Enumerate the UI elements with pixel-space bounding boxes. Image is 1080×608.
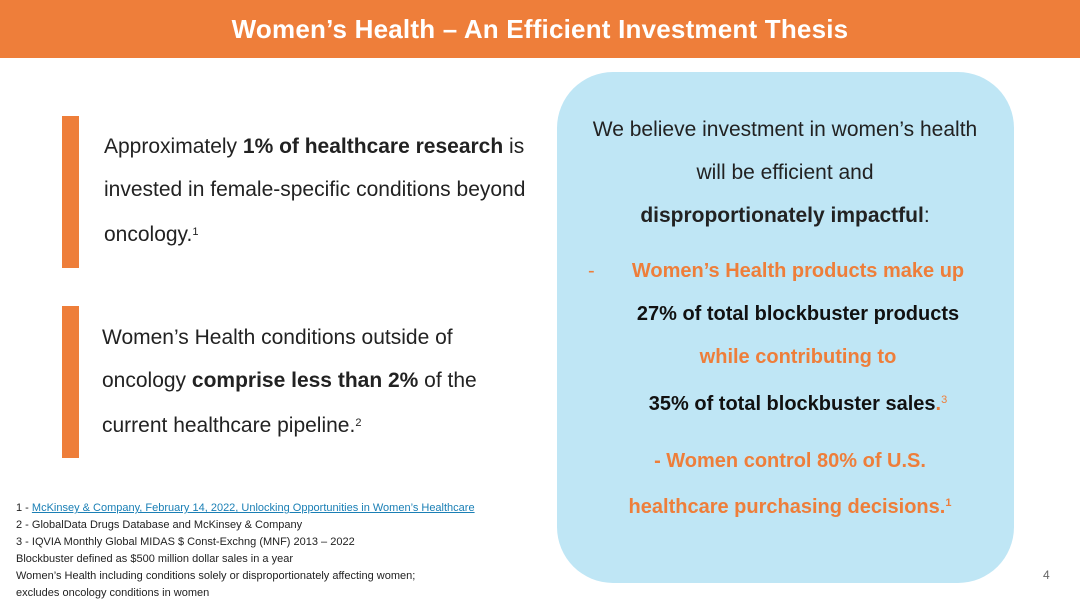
footnote-1-link[interactable]: McKinsey & Company, February 14, 2022, U…	[31, 502, 475, 514]
point1-ref: 3	[941, 394, 948, 406]
thesis-point-purchasing: - Women control 80% of U.S. healthcare p…	[570, 440, 1010, 528]
stat-research-post: is invested in female-specific condition…	[104, 135, 526, 246]
footnote-note-blockbuster: Blockbuster defined as $500 million doll…	[16, 553, 293, 565]
point1-period: .	[935, 393, 942, 415]
point2-line2: healthcare purchasing decisions.	[628, 496, 946, 518]
stat-research: Approximately 1% of healthcare research …	[104, 125, 549, 256]
point2-ref: 1	[945, 497, 952, 509]
point1-line2: 27% of total blockbuster products	[636, 303, 960, 325]
footnote-note-oncology: excludes oncology conditions in women	[16, 587, 210, 599]
footnote-1-prefix: 1 -	[16, 502, 32, 514]
stat-pipeline-pre: Women’s Health conditions outside of onc…	[102, 326, 453, 392]
page-number: 4	[1043, 568, 1050, 582]
thesis-intro-bold: disproportionately impactful	[640, 204, 924, 227]
thesis-panel	[557, 72, 1014, 583]
stat-pipeline-bold: comprise less than 2%	[191, 369, 419, 392]
bullet-dash: -	[588, 260, 595, 282]
bracket-1	[62, 116, 79, 268]
title-bar: Women’s Health – An Efficient Investment…	[0, 0, 1080, 58]
thesis-intro: We believe investment in women’s health …	[570, 108, 1000, 237]
stat-research-pre: Approximately	[104, 135, 243, 158]
stat-pipeline-ref: 2	[355, 417, 362, 429]
thesis-intro-colon: :	[923, 204, 930, 227]
thesis-intro-line1: We believe investment in women’s health	[592, 118, 978, 141]
footnote-note-womens-health: Women’s Health including conditions sole…	[16, 570, 416, 582]
point2-line1: - Women control 80% of U.S.	[654, 450, 926, 472]
point1-line3: while contributing to	[699, 346, 897, 368]
stat-pipeline-post: of the current healthcare pipeline.	[102, 369, 477, 437]
footnote-3: 3 - IQVIA Monthly Global MIDAS $ Const-E…	[16, 536, 355, 548]
stat-pipeline: Women’s Health conditions outside of onc…	[102, 316, 502, 447]
stat-research-ref: 1	[192, 226, 199, 238]
footnotes: 1 - McKinsey & Company, February 14, 202…	[16, 500, 556, 602]
footnote-2: 2 - GlobalData Drugs Database and McKins…	[16, 519, 303, 531]
point1-line1: Women’s Health products make up	[631, 260, 965, 282]
thesis-intro-line2: will be efficient and	[696, 161, 874, 184]
slide-title: Women’s Health – An Efficient Investment…	[231, 13, 849, 44]
bracket-2	[62, 306, 79, 458]
point1-line4: 35% of total blockbuster sales	[648, 393, 936, 415]
thesis-point-blockbuster: - Women’s Health products make up 27% of…	[588, 250, 1008, 426]
stat-research-bold: 1% of healthcare research	[242, 135, 504, 158]
